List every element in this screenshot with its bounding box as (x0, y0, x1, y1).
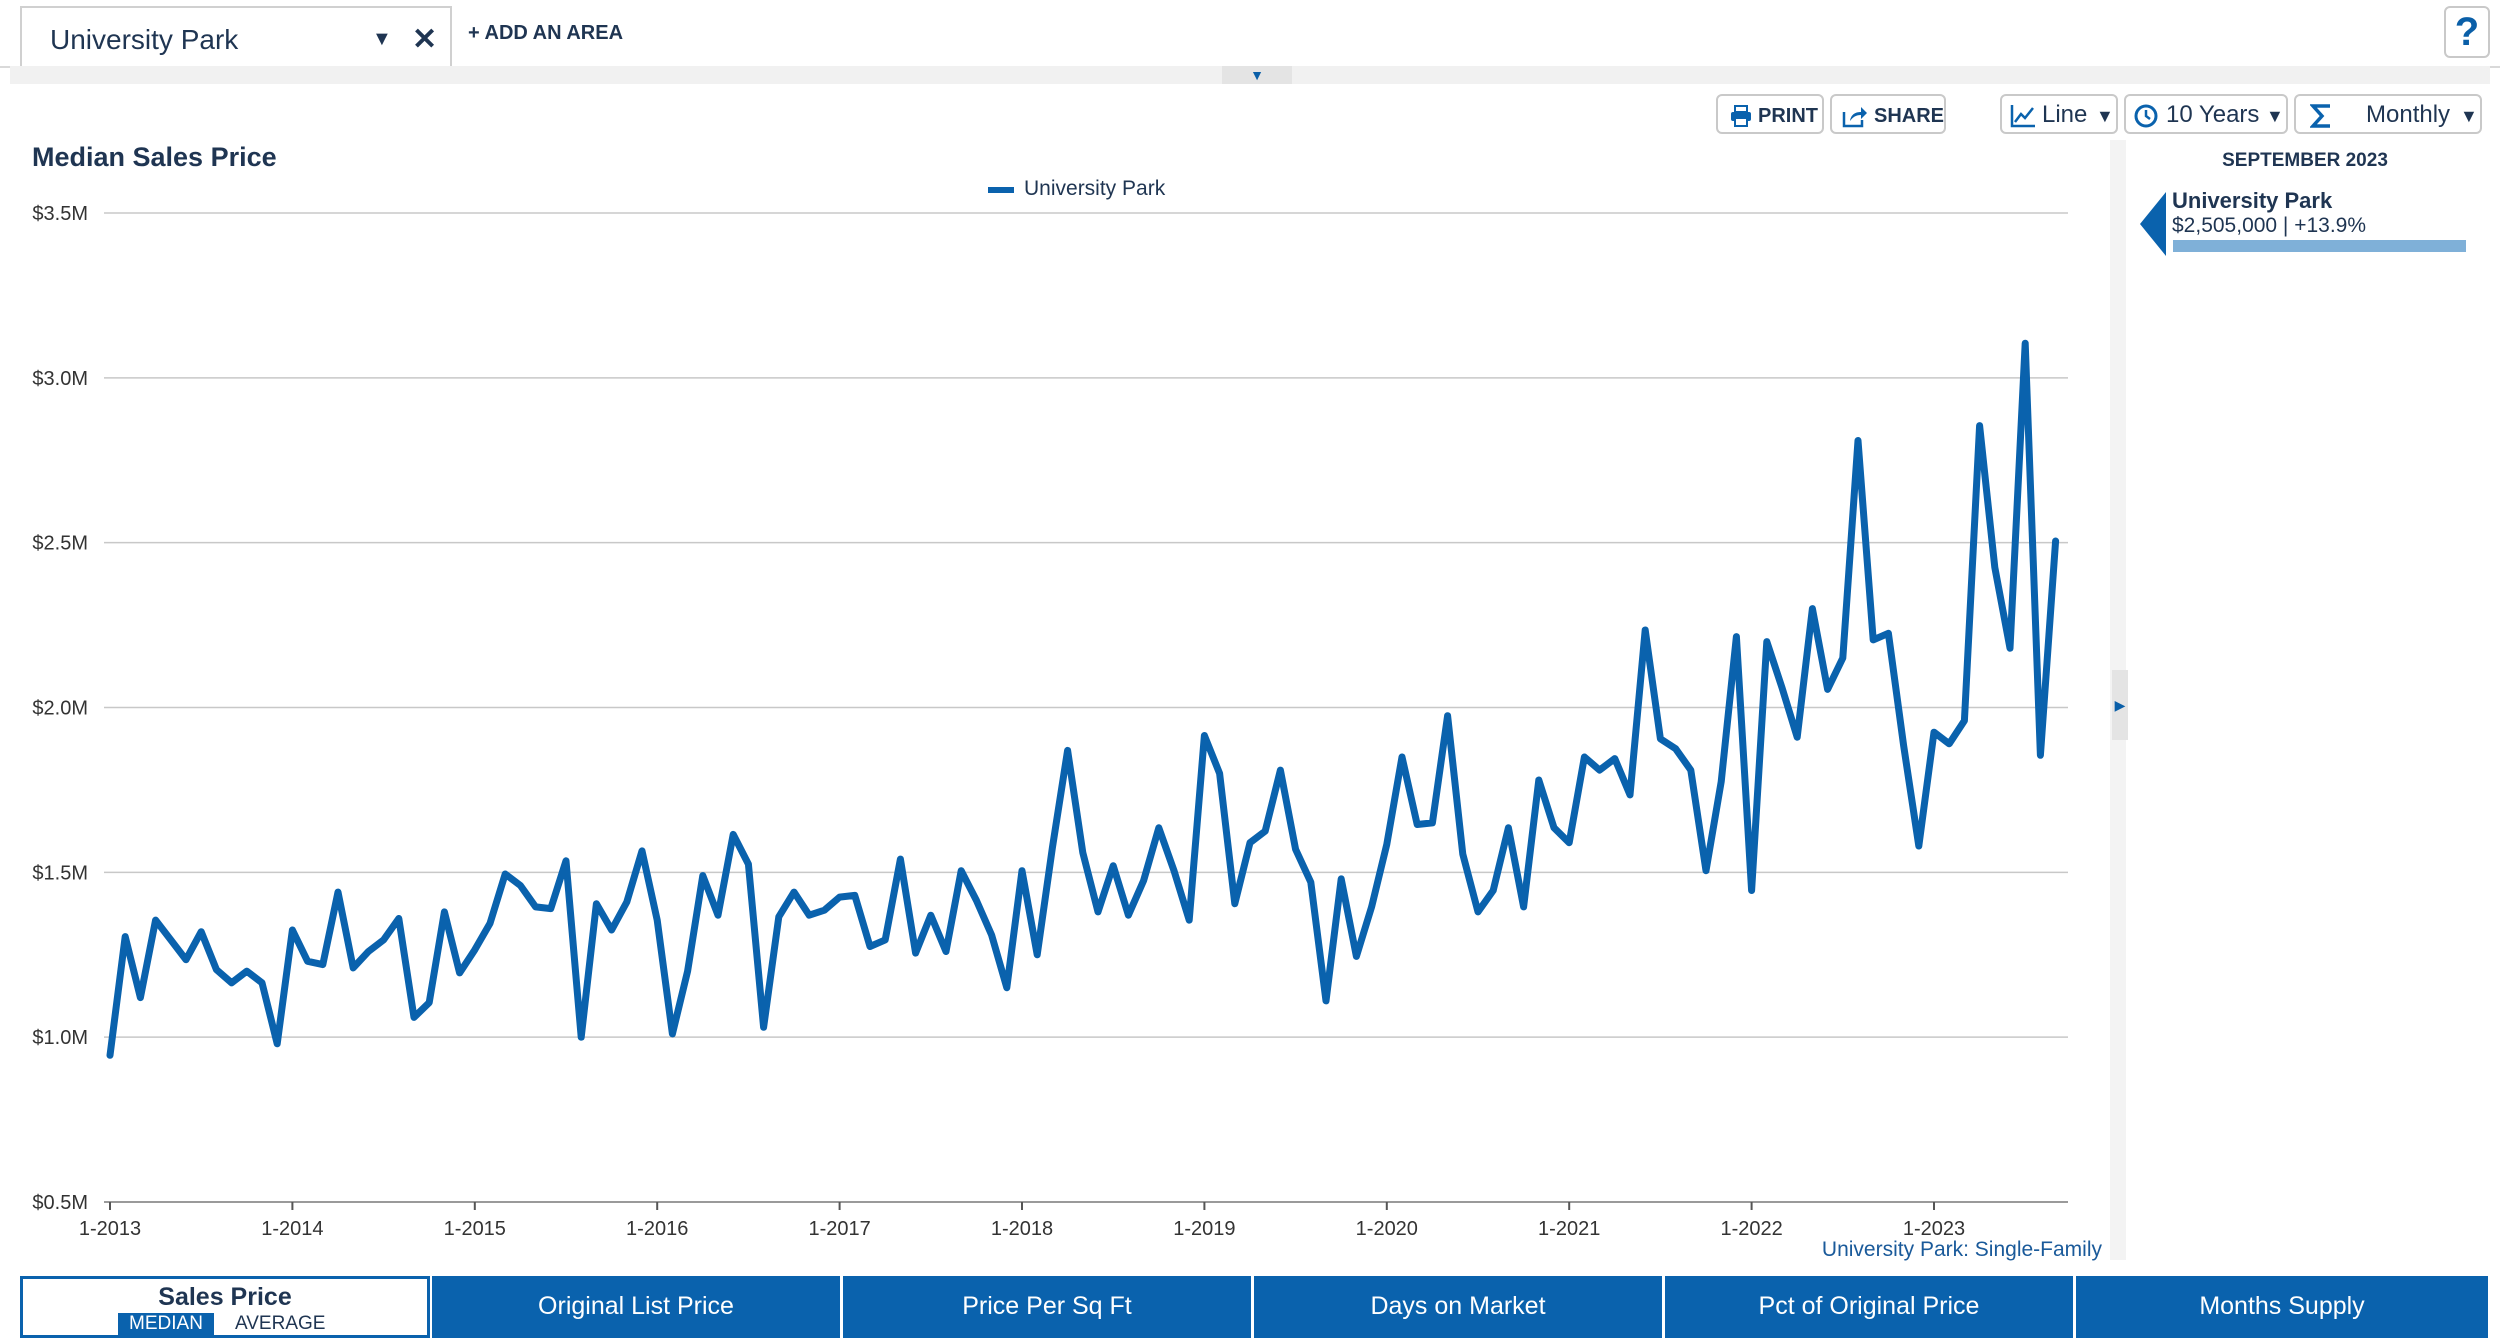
clock-icon (2134, 104, 2158, 128)
chevron-down-icon: ▼ (2096, 106, 2114, 126)
expand-toggle-icon[interactable]: ▼ (1222, 66, 1292, 84)
side-panel-bar (2173, 240, 2466, 252)
interval-select[interactable]: Monthly ▼ (2294, 94, 2482, 134)
time-range-label: 10 Years (2166, 101, 2260, 128)
metric-tabs: Sales Price MEDIAN AVERAGE Original List… (20, 1276, 2490, 1338)
printer-icon (1731, 105, 1751, 127)
x-tick-label: 1-2018 (991, 1218, 1053, 1240)
x-tick-label: 1-2022 (1720, 1218, 1782, 1240)
tab-sales-price[interactable]: Sales Price MEDIAN AVERAGE (20, 1276, 430, 1338)
x-tick-label: 1-2014 (261, 1218, 323, 1240)
sigma-icon (2310, 104, 2330, 128)
line-chart-icon (2010, 105, 2035, 128)
expand-panel-icon[interactable]: ▶ (2112, 670, 2128, 740)
time-range-select[interactable]: 10 Years ▼ (2124, 94, 2288, 134)
chart-type-select[interactable]: Line ▼ (2000, 94, 2118, 134)
tab-sales-price-label: Sales Price (158, 1283, 292, 1311)
y-tick-label: $3.5M (32, 203, 88, 225)
share-button[interactable]: SHARE (1830, 94, 1946, 134)
area-selector[interactable]: University Park ▼ ✕ (20, 6, 452, 66)
share-icon (1842, 107, 1867, 128)
x-tick-label: 1-2023 (1903, 1218, 1965, 1240)
x-tick-label: 1-2021 (1538, 1218, 1600, 1240)
interval-label: Monthly (2366, 101, 2451, 128)
tab-price-per-sq-ft[interactable]: Price Per Sq Ft (843, 1276, 1253, 1338)
chart-plot: $0.5M $1.0M $1.5M $2.0M $2.5M $3.0M $3.5M 1-201… (32, 203, 2068, 1240)
x-tick-label: 1-2019 (1173, 1218, 1235, 1240)
x-tick-label: 1-2015 (444, 1218, 506, 1240)
x-tick-label: 1-2017 (808, 1218, 870, 1240)
y-tick-label: $0.5M (32, 1192, 88, 1214)
legend-label: University Park (1024, 177, 1166, 200)
chevron-down-icon: ▼ (2460, 106, 2478, 126)
tab-original-list-price[interactable]: Original List Price (432, 1276, 842, 1338)
print-button[interactable]: PRINT (1716, 94, 1824, 134)
x-tick-label: 1-2020 (1356, 1218, 1418, 1240)
share-label: SHARE (1874, 105, 1945, 127)
tab-pct-of-original-price[interactable]: Pct of Original Price (1665, 1276, 2075, 1338)
pointer-arrow-icon (2140, 192, 2166, 256)
y-tick-label: $1.0M (32, 1027, 88, 1049)
print-label: PRINT (1758, 105, 1818, 127)
x-tick-label: 1-2016 (626, 1218, 688, 1240)
chevron-down-icon[interactable]: ▼ (372, 28, 392, 50)
y-tick-label: $1.5M (32, 862, 88, 884)
chart-title: Median Sales Price (32, 142, 277, 172)
close-icon[interactable]: ✕ (412, 23, 438, 56)
series-line (106, 339, 2060, 1059)
average-toggle[interactable]: AVERAGE (235, 1313, 326, 1334)
y-tick-label: $2.5M (32, 533, 88, 555)
add-area-button[interactable]: + ADD AN AREA (468, 22, 624, 44)
x-tick-label: 1-2013 (79, 1218, 141, 1240)
legend-swatch (988, 187, 1014, 193)
area-name: University Park (50, 24, 239, 55)
side-panel-month: SEPTEMBER 2023 (2222, 150, 2388, 171)
tab-days-on-market[interactable]: Days on Market (1254, 1276, 1664, 1338)
chevron-down-icon: ▼ (2266, 106, 2284, 126)
chart-footnote: University Park: Single-Family (1821, 1238, 2102, 1261)
chart-type-label: Line (2042, 101, 2088, 128)
side-panel-value: $2,505,000 | +13.9% (2172, 214, 2367, 237)
y-tick-label: $3.0M (32, 368, 88, 390)
median-toggle[interactable]: MEDIAN (118, 1313, 214, 1335)
tab-months-supply[interactable]: Months Supply (2076, 1276, 2490, 1338)
side-panel-area: University Park (2172, 188, 2333, 213)
y-tick-label: $2.0M (32, 698, 88, 720)
help-button[interactable]: ? (2444, 6, 2490, 58)
top-bar: University Park ▼ ✕ + ADD AN AREA ? (0, 0, 2500, 68)
